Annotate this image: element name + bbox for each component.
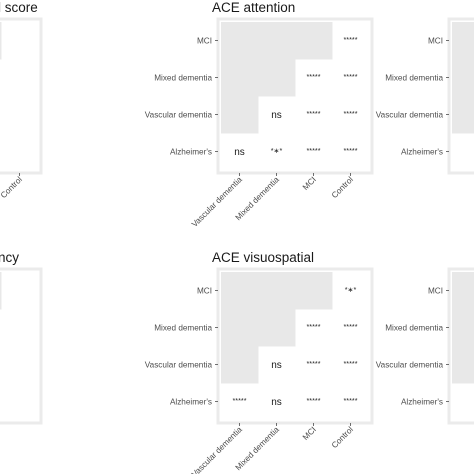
empty-cell <box>452 22 474 60</box>
panel-border <box>0 267 43 425</box>
x-tick-label: MCI <box>301 425 318 442</box>
significance-label: *∗* <box>271 146 283 155</box>
significance-label: ***** <box>307 396 321 405</box>
y-tick-label: MCI <box>197 37 212 46</box>
empty-cell <box>221 346 259 384</box>
significance-label: ***** <box>233 396 247 405</box>
y-tick-label: Mixed dementia <box>154 324 212 333</box>
ns-label: ns <box>271 360 282 371</box>
significance-label: ***** <box>344 359 358 368</box>
panel-4: ACE visuospatial MCI Mixed dementia Vascula… <box>145 250 374 474</box>
panel-3: ncy***************s******************** <box>0 250 43 425</box>
empty-cell <box>0 22 2 60</box>
empty-cell <box>0 272 2 310</box>
empty-cell <box>258 309 296 347</box>
x-tick-label: MCI <box>301 175 318 192</box>
empty-cell <box>295 272 333 310</box>
panel-title: ncy <box>0 250 19 265</box>
empty-cell <box>221 272 259 310</box>
y-tick-label: Alzheimer's <box>401 398 443 407</box>
x-tick-label: Control <box>330 175 355 200</box>
panel-border <box>0 17 43 175</box>
empty-cell <box>452 272 474 310</box>
empty-cell <box>295 22 333 60</box>
significance-label: ***** <box>307 322 321 331</box>
empty-cell <box>452 346 474 384</box>
y-tick-label: Vascular dementia <box>145 361 213 370</box>
y-tick-label: MCI <box>428 287 443 296</box>
panel-2: MCI Mixed dementia Vascular dementia Alzhei… <box>376 17 474 175</box>
x-tick-label: Control <box>330 425 355 450</box>
panel-5: MCI Mixed dementia Vascular dementia Alzhei… <box>376 267 474 425</box>
y-tick-label: MCI <box>428 37 443 46</box>
y-tick-label: MCI <box>197 287 212 296</box>
panel-0: l scoreMCIControl***************s*******… <box>0 0 43 200</box>
significance-label: ***** <box>344 35 358 44</box>
empty-cell <box>221 59 259 97</box>
y-tick-label: Vascular dementia <box>376 111 444 120</box>
empty-cell <box>452 59 474 97</box>
empty-cell <box>221 309 259 347</box>
significance-label: ***** <box>344 109 358 118</box>
y-tick-label: Vascular dementia <box>145 111 213 120</box>
empty-cell <box>452 96 474 134</box>
ns-label: ns <box>271 397 282 408</box>
y-tick-label: Alzheimer's <box>170 398 212 407</box>
empty-cell <box>258 272 296 310</box>
significance-label: ***** <box>344 72 358 81</box>
significance-label: ***** <box>344 322 358 331</box>
panel-title: ACE attention <box>212 0 295 15</box>
significance-label: ***** <box>307 146 321 155</box>
panel-title: l score <box>0 0 38 15</box>
y-tick-label: Mixed dementia <box>385 324 443 333</box>
panel-title: ACE visuospatial <box>212 250 314 265</box>
empty-cell <box>258 59 296 97</box>
empty-cell <box>221 22 259 60</box>
significance-label: ***** <box>344 146 358 155</box>
ns-label: ns <box>271 110 282 121</box>
empty-cell <box>258 22 296 60</box>
significance-label: ***** <box>344 396 358 405</box>
y-tick-label: Vascular dementia <box>376 361 444 370</box>
y-tick-label: Mixed dementia <box>385 74 443 83</box>
significance-label: ***** <box>307 359 321 368</box>
significance-label: ***** <box>307 72 321 81</box>
panel-1: ACE attention MCI Mixed dementia Vascular d… <box>145 0 374 229</box>
x-tick-label: Vascular dementia <box>190 175 244 229</box>
y-tick-label: Alzheimer's <box>170 148 212 157</box>
y-tick-label: Alzheimer's <box>401 148 443 157</box>
empty-cell <box>452 309 474 347</box>
y-tick-label: Mixed dementia <box>154 74 212 83</box>
empty-cell <box>221 96 259 134</box>
significance-label: ***** <box>307 109 321 118</box>
x-tick-label: Control <box>0 175 24 200</box>
ns-label: ns <box>234 147 245 158</box>
significance-label: *∗* <box>345 285 357 294</box>
